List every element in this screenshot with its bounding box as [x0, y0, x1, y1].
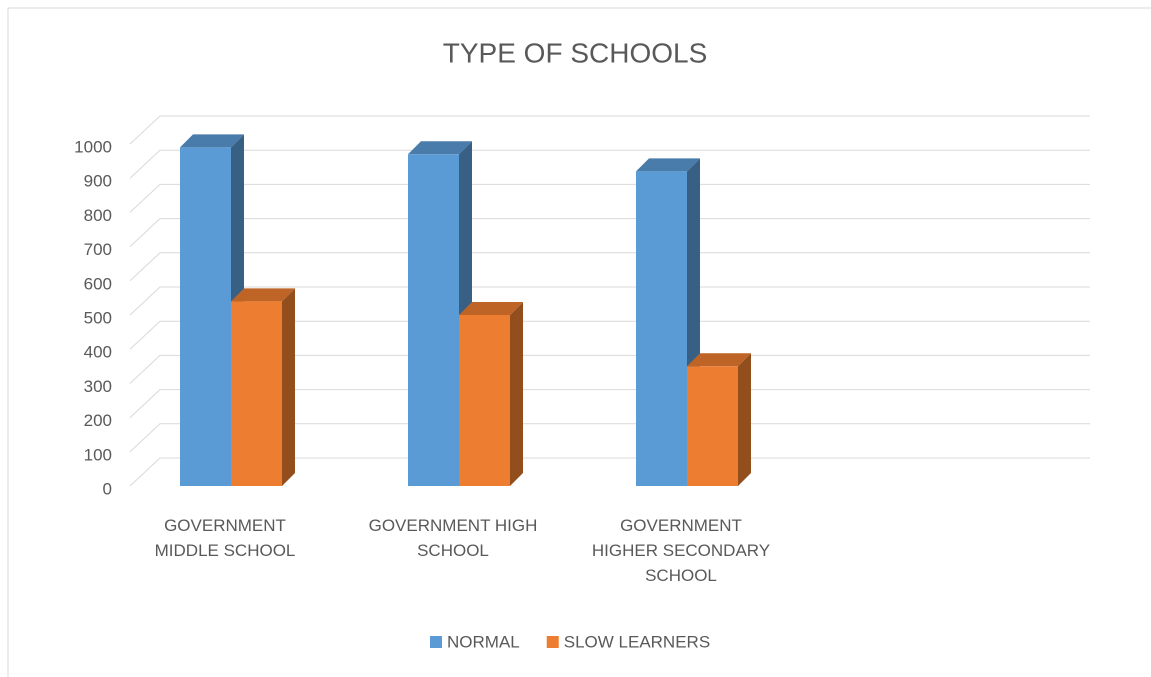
chart-title: TYPE OF SCHOOLS	[443, 37, 708, 68]
bar-front	[231, 301, 282, 486]
grid-line	[129, 115, 1090, 145]
bar-top	[231, 288, 295, 302]
y-tick-label: 700	[84, 240, 112, 259]
bar-front	[180, 147, 231, 487]
bar	[459, 302, 523, 486]
grid-line	[129, 320, 1090, 350]
y-tick-label: 0	[103, 479, 112, 498]
bar-side	[510, 302, 523, 486]
legend-label: SLOW LEARNERS	[564, 632, 710, 651]
x-tick-label: GOVERNMENT MIDDLE SCHOOL	[154, 516, 296, 560]
chart-border	[7, 7, 1151, 677]
grid-line	[129, 389, 1090, 418]
bar-front	[636, 171, 687, 487]
bar-top	[459, 302, 523, 315]
y-tick-label: 200	[84, 411, 112, 430]
grid-line	[129, 423, 1090, 453]
grid-line	[129, 149, 1090, 179]
y-tick-label: 900	[84, 172, 112, 191]
bar-top	[687, 353, 751, 367]
grid-line	[129, 286, 1090, 316]
x-tick-label: GOVERNMENT HIGH SCHOOL	[368, 516, 538, 560]
legend-label: NORMAL	[447, 632, 520, 651]
y-tick-label: 100	[84, 445, 112, 464]
bar-front	[408, 154, 459, 486]
y-tick-label: 1000	[74, 137, 112, 156]
bar-top	[180, 134, 244, 148]
x-tick-label: GOVERNMENT HIGHER SECONDARY SCHOOL	[591, 516, 771, 585]
y-tick-label: 400	[84, 343, 112, 362]
y-tick-label: 300	[84, 377, 112, 396]
y-tick-label: 500	[84, 308, 112, 327]
bar-top	[636, 158, 700, 172]
bar-side	[282, 288, 295, 486]
grid-line	[129, 354, 1090, 384]
bar-side	[738, 353, 751, 486]
legend-swatch	[430, 636, 442, 648]
bar-front	[459, 315, 510, 486]
bar-top	[408, 141, 472, 155]
grid-line	[129, 183, 1090, 213]
y-tick-label: 600	[84, 274, 112, 293]
grid-line	[129, 218, 1090, 247]
grid-line	[129, 252, 1090, 282]
y-tick-label: 800	[84, 206, 112, 225]
legend-swatch	[546, 636, 559, 648]
bar	[231, 288, 295, 486]
bar-front	[687, 366, 738, 486]
grid-line	[129, 457, 1090, 487]
bar	[687, 353, 751, 486]
